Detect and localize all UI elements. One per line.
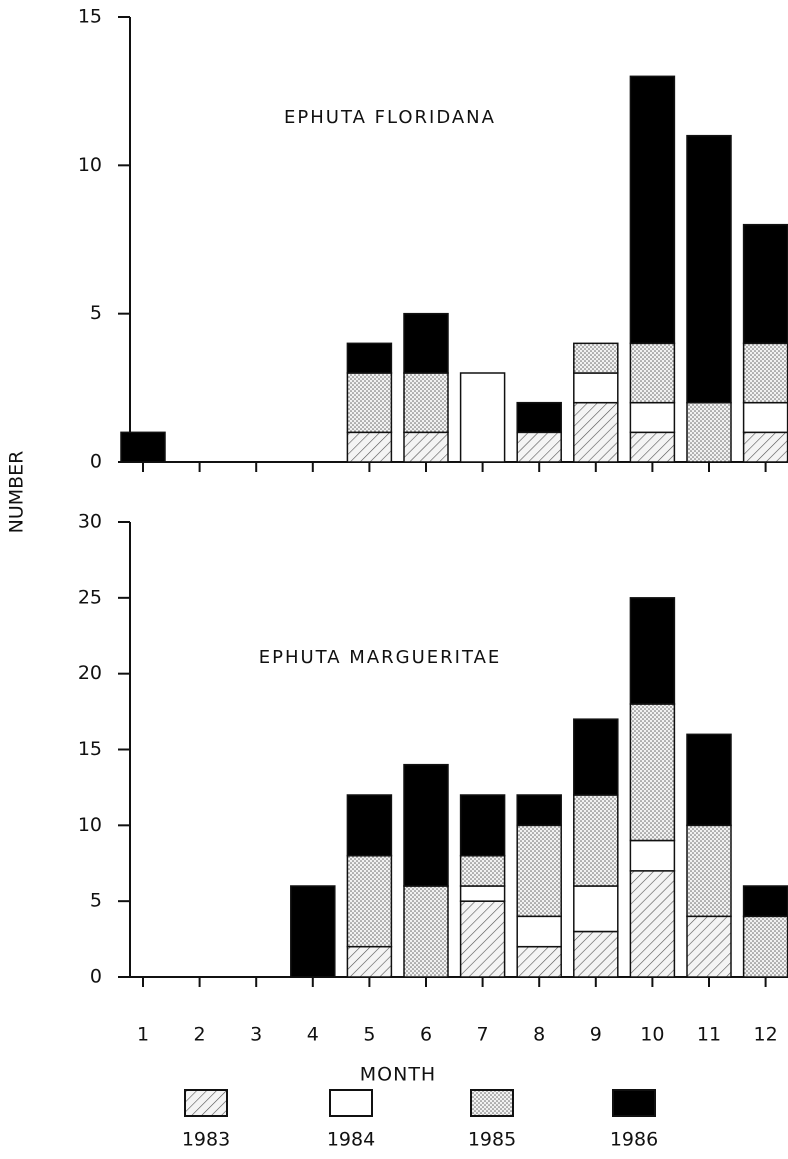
x-tick-label: 8 (533, 1024, 545, 1046)
bar-segment (516, 945, 562, 978)
y-tick-label: 5 (90, 890, 102, 912)
bar-segment (742, 342, 788, 404)
bar-segment (459, 900, 506, 978)
x-axis-label: MONTH (360, 1064, 436, 1086)
bar-segment (573, 372, 619, 404)
bar-segment (346, 342, 393, 374)
bar-segment (742, 915, 788, 978)
chart-title: EPHUTA FLORIDANA (284, 107, 496, 128)
x-tick-label: 11 (697, 1024, 721, 1046)
bar-segment (686, 401, 732, 463)
bar-segment (573, 930, 619, 978)
bar-segment (686, 824, 732, 918)
y-tick-label: 25 (78, 586, 102, 608)
y-tick-label: 30 (78, 511, 102, 533)
bar-segment (459, 372, 506, 463)
bar-segment (629, 839, 676, 872)
bar-segment (573, 401, 619, 463)
legend-label: 1983 (182, 1129, 230, 1151)
x-tick-label: 4 (307, 1024, 319, 1046)
y-axis-label: NUMBER (6, 451, 28, 534)
y-tick-label: 10 (78, 814, 102, 836)
bar-segment (516, 431, 562, 463)
bar-segment (459, 854, 506, 887)
bar-segment (516, 401, 562, 434)
bar-segment (346, 854, 393, 948)
bar-segment (403, 372, 449, 434)
bar-segment (573, 718, 619, 796)
x-tick-label: 1 (137, 1024, 149, 1046)
x-tick-label: 12 (754, 1024, 778, 1046)
bar-segment (403, 885, 449, 978)
y-tick-label: 15 (78, 738, 102, 760)
bar-segment (629, 597, 676, 705)
bar-segment (403, 312, 449, 374)
bar-segment (742, 223, 788, 345)
y-tick-label: 20 (78, 662, 102, 684)
bar-segment (573, 342, 619, 374)
bar-segment (459, 794, 506, 857)
bar-segment (629, 75, 676, 345)
y-tick-label: 15 (78, 6, 102, 28)
legend-label: 1986 (610, 1129, 658, 1151)
x-tick-label: 6 (420, 1024, 432, 1046)
y-tick-label: 10 (78, 154, 102, 176)
bar-segment (629, 870, 676, 978)
bar-segment (516, 824, 562, 918)
bar-segment (742, 401, 788, 434)
y-tick-label: 0 (90, 451, 102, 473)
legend-swatch (184, 1089, 228, 1117)
bar-segment (346, 794, 393, 857)
y-tick-label: 5 (90, 302, 102, 324)
bar-segment (629, 342, 676, 404)
bar-segment (120, 431, 166, 463)
legend-swatch (470, 1089, 514, 1117)
x-tick-label: 7 (477, 1024, 489, 1046)
bar-segment (686, 134, 732, 404)
bar-segment (346, 945, 393, 978)
bar-segment (403, 763, 449, 887)
x-tick-label: 5 (363, 1024, 375, 1046)
bar-segment (516, 915, 562, 948)
legend-label: 1984 (327, 1129, 375, 1151)
chart-title: EPHUTA MARGUERITAE (259, 647, 502, 668)
bar-segment (346, 372, 393, 434)
bar-segment (346, 431, 393, 463)
bar-segment (459, 885, 506, 902)
x-tick-label: 9 (590, 1024, 602, 1046)
bar-segment (686, 733, 732, 827)
legend-swatch (612, 1089, 656, 1117)
bar-segment (403, 431, 449, 463)
bar-segment (629, 703, 676, 842)
bar-segment (573, 885, 619, 933)
bar-segment (742, 431, 788, 463)
legend-swatch (329, 1089, 373, 1117)
bar-segment (290, 885, 336, 978)
bar-segment (573, 794, 619, 887)
bar-segment (686, 915, 732, 978)
bar-segment (629, 431, 676, 463)
bar-segment (742, 885, 788, 918)
bar-segment (629, 401, 676, 434)
legend-label: 1985 (468, 1129, 516, 1151)
bar-segment (516, 794, 562, 827)
y-tick-label: 0 (90, 966, 102, 988)
x-tick-label: 3 (250, 1024, 262, 1046)
x-tick-label: 10 (640, 1024, 664, 1046)
x-tick-label: 2 (194, 1024, 206, 1046)
